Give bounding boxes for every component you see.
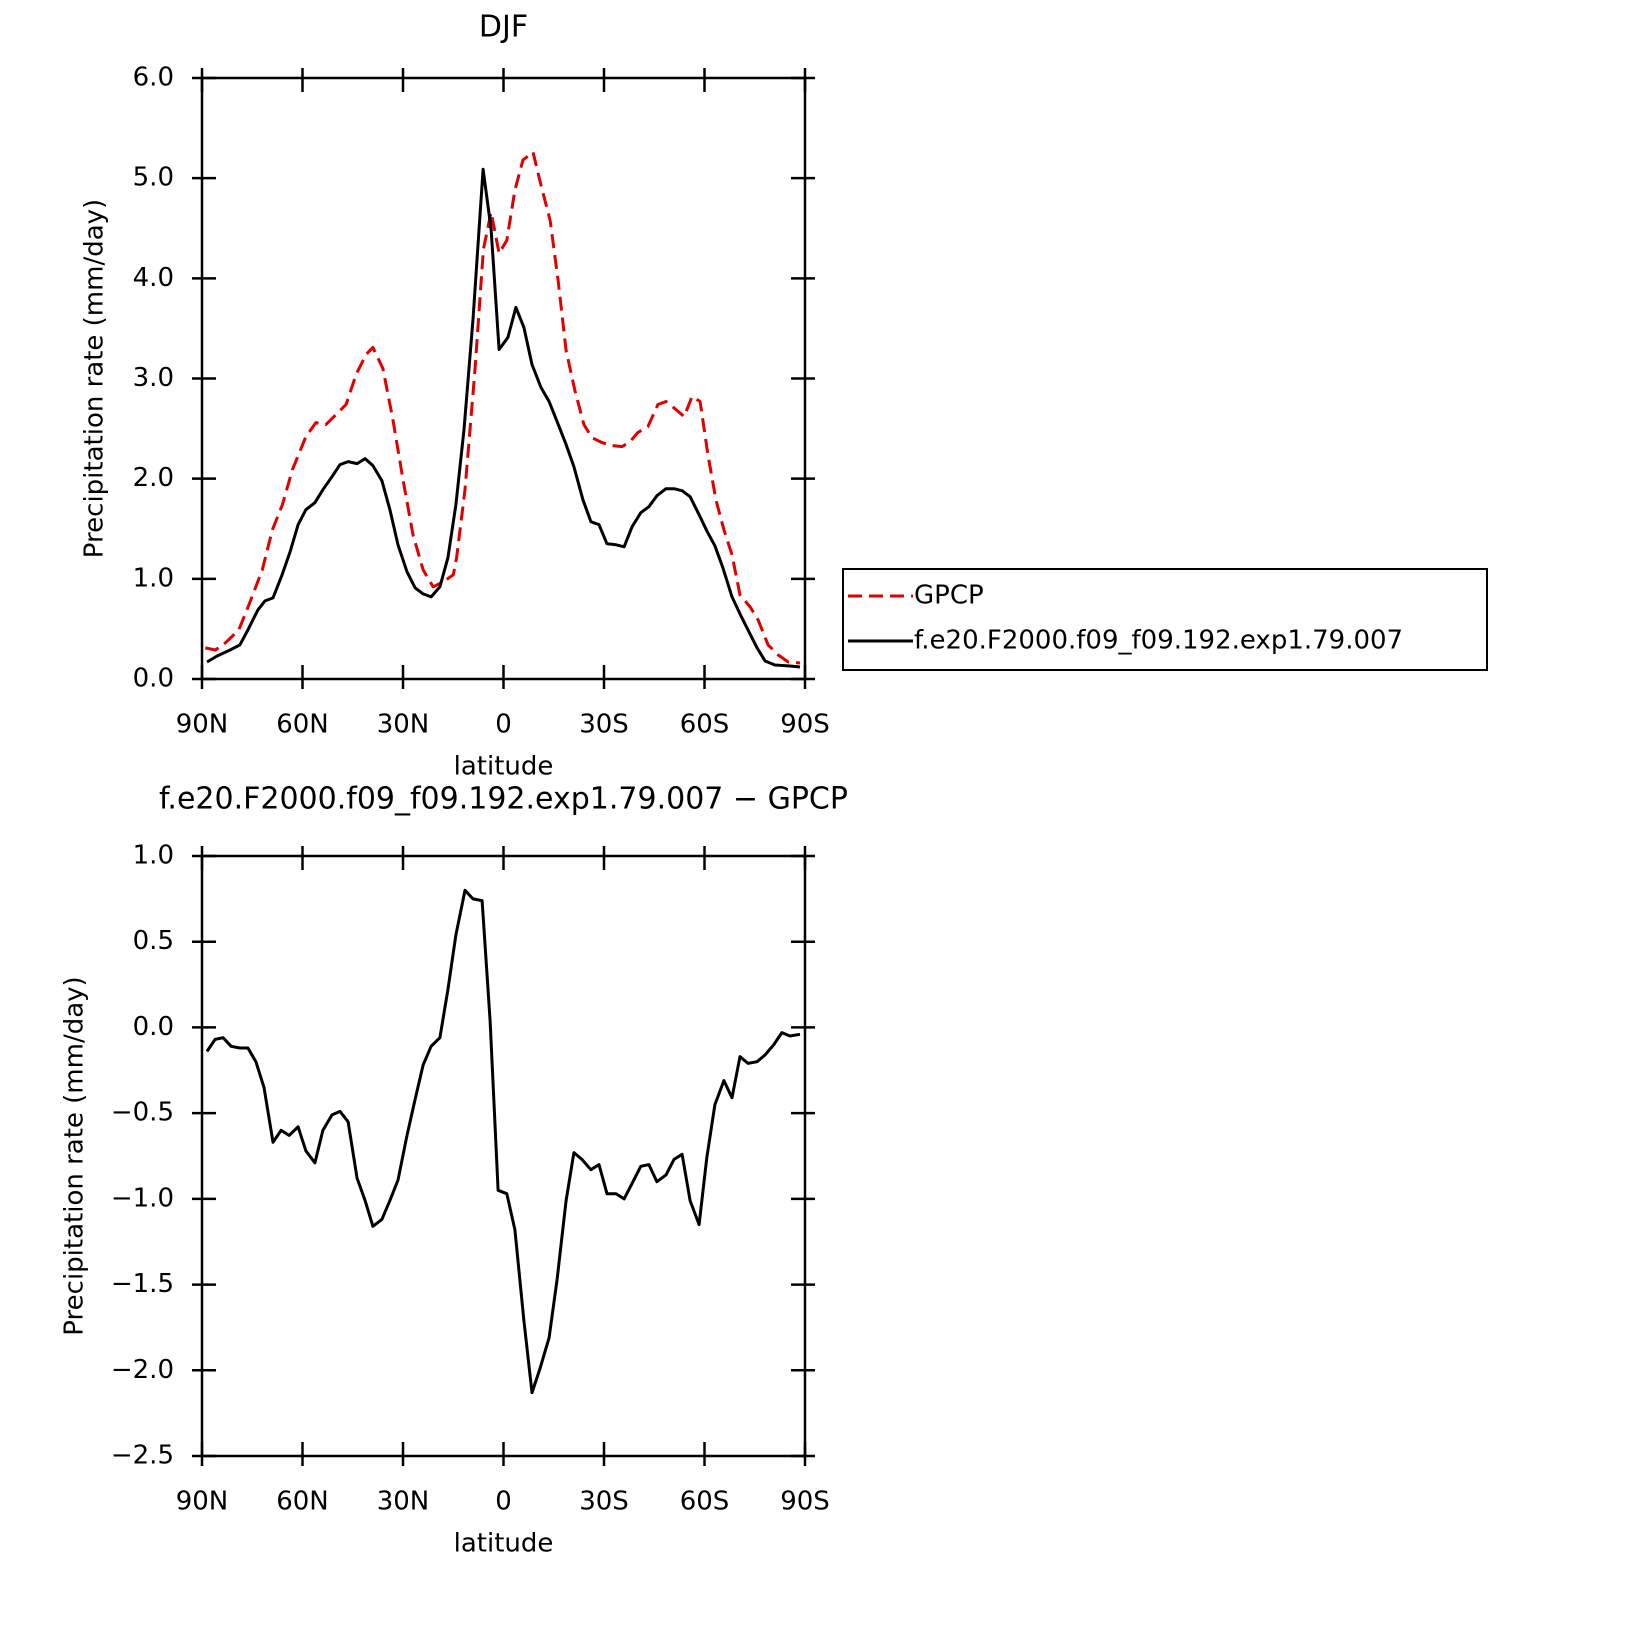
y-tick-label: 6.0 bbox=[133, 63, 174, 93]
y-tick-label: 1.0 bbox=[133, 563, 174, 593]
data-line bbox=[204, 150, 801, 665]
y-tick-label: 0.5 bbox=[133, 926, 174, 956]
x-tick-label: 90N bbox=[176, 1487, 229, 1517]
y-tick-label: 5.0 bbox=[133, 163, 174, 193]
x-tick-label: 30N bbox=[377, 1487, 430, 1517]
y-axis-label: Precipitation rate (mm/day) bbox=[80, 199, 110, 558]
x-tick-label: 60N bbox=[276, 1487, 329, 1517]
plot-frame bbox=[200, 854, 807, 1458]
chart-title: DJF bbox=[479, 10, 528, 45]
x-tick-label: 0 bbox=[495, 1487, 512, 1517]
chart-title: f.e20.F2000.f09_f09.192.exp1.79.007 − GP… bbox=[159, 782, 848, 817]
y-tick-label: 0.0 bbox=[133, 1012, 174, 1042]
y-axis-label: Precipitation rate (mm/day) bbox=[60, 976, 90, 1335]
x-tick-label: 90N bbox=[176, 710, 229, 740]
x-tick-label: 30N bbox=[377, 710, 430, 740]
x-tick-label: 90S bbox=[780, 710, 830, 740]
x-tick-label: 60S bbox=[680, 1487, 730, 1517]
y-tick-label: 1.0 bbox=[133, 841, 174, 871]
legend-label: f.e20.F2000.f09_f09.192.exp1.79.007 bbox=[914, 626, 1403, 656]
data-line bbox=[205, 888, 801, 1395]
y-tick-label: −1.0 bbox=[111, 1183, 174, 1213]
x-tick-label: 60N bbox=[276, 710, 329, 740]
plot-frame bbox=[200, 76, 807, 681]
data-line bbox=[206, 167, 801, 669]
x-tick-label: 0 bbox=[495, 710, 512, 740]
x-tick-label: 30S bbox=[579, 1487, 629, 1517]
y-tick-label: 3.0 bbox=[133, 363, 174, 393]
y-tick-label: −2.0 bbox=[111, 1355, 174, 1385]
y-tick-label: 0.0 bbox=[133, 664, 174, 694]
y-tick-label: 2.0 bbox=[133, 463, 174, 493]
y-tick-label: 4.0 bbox=[133, 263, 174, 293]
legend-box bbox=[842, 568, 1488, 671]
y-tick-label: −1.5 bbox=[111, 1269, 174, 1299]
x-axis-label: latitude bbox=[454, 1529, 554, 1559]
x-tick-label: 90S bbox=[780, 1487, 830, 1517]
x-tick-label: 60S bbox=[680, 710, 730, 740]
x-axis-label: latitude bbox=[454, 752, 554, 782]
y-tick-label: −2.5 bbox=[111, 1441, 174, 1471]
y-tick-label: −0.5 bbox=[111, 1098, 174, 1128]
x-tick-label: 30S bbox=[579, 710, 629, 740]
legend-label: GPCP bbox=[914, 581, 984, 611]
